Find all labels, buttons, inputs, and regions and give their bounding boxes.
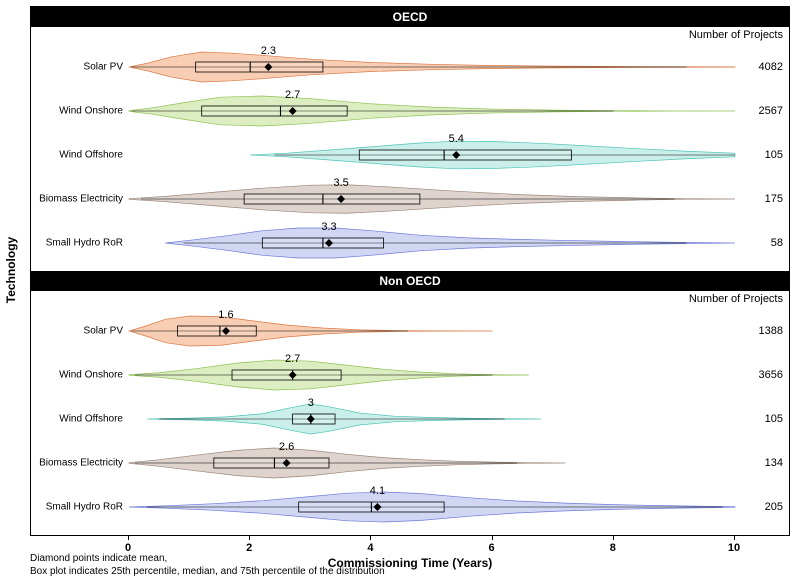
ytick-label: Biomass Electricity xyxy=(31,458,123,469)
mean-label: 2.7 xyxy=(285,353,300,365)
panel-header: OECD xyxy=(31,7,789,27)
mean-label: 3 xyxy=(308,397,314,409)
row-biomass xyxy=(129,185,735,214)
mean-label: 2.3 xyxy=(261,45,276,57)
count-label: 175 xyxy=(765,193,783,205)
row-small_hydro xyxy=(129,492,735,522)
box xyxy=(232,370,341,380)
count-label: 205 xyxy=(765,501,783,513)
mean-label: 4.1 xyxy=(370,485,385,497)
row-solar_pv xyxy=(129,316,493,346)
chart-caption: Diamond points indicate mean,Box plot in… xyxy=(30,553,385,578)
count-label: 3656 xyxy=(759,369,783,381)
panel: OECDNumber of ProjectsSolar PV40822.3Win… xyxy=(31,7,789,271)
x-tick xyxy=(613,535,614,540)
ytick-label: Solar PV xyxy=(31,62,123,73)
y-axis-line xyxy=(129,291,130,535)
count-label: 4082 xyxy=(759,61,783,73)
x-tick xyxy=(370,535,371,540)
x-tick-label: 10 xyxy=(728,542,740,554)
plot-area: Number of ProjectsSolar PV13881.6Wind On… xyxy=(31,291,789,535)
row-biomass xyxy=(129,448,565,478)
box xyxy=(359,150,571,160)
count-label: 1388 xyxy=(759,325,783,337)
box xyxy=(214,458,329,468)
count-label: 134 xyxy=(765,457,783,469)
count-label: 58 xyxy=(771,237,783,249)
mean-label: 5.4 xyxy=(449,133,464,145)
ytick-label: Wind Offshore xyxy=(31,150,123,161)
ytick-label: Wind Onshore xyxy=(31,370,123,381)
row-solar_pv xyxy=(129,52,735,82)
x-tick xyxy=(249,535,250,540)
row-wind_offshore xyxy=(147,404,541,434)
x-tick-label: 8 xyxy=(610,542,616,554)
ytick-label: Biomass Electricity xyxy=(31,194,123,205)
mean-label: 2.7 xyxy=(285,89,300,101)
ytick-label: Small Hydro RoR xyxy=(31,502,123,513)
mean-label: 3.5 xyxy=(333,177,348,189)
row-wind_onshore xyxy=(129,360,529,390)
ytick-label: Small Hydro RoR xyxy=(31,238,123,249)
box xyxy=(244,194,420,204)
mean-label: 1.6 xyxy=(218,309,233,321)
count-label: 105 xyxy=(765,149,783,161)
panel: Non OECDNumber of ProjectsSolar PV13881.… xyxy=(31,271,789,535)
mean-label: 2.6 xyxy=(279,441,294,453)
count-label: 105 xyxy=(765,413,783,425)
mean-label: 3.3 xyxy=(321,221,336,233)
plot-svg xyxy=(31,291,791,535)
x-tick-label: 6 xyxy=(489,542,495,554)
plot-svg xyxy=(31,27,791,271)
panel-header: Non OECD xyxy=(31,271,789,291)
x-tick xyxy=(734,535,735,540)
ytick-label: Wind Onshore xyxy=(31,106,123,117)
row-wind_offshore xyxy=(250,141,735,169)
row-small_hydro xyxy=(165,228,735,258)
box xyxy=(196,62,323,72)
count-label: 2567 xyxy=(759,105,783,117)
box xyxy=(177,326,256,336)
y-axis-label: Technology xyxy=(4,237,18,303)
panels-container: OECDNumber of ProjectsSolar PV40822.3Win… xyxy=(30,6,790,536)
box xyxy=(202,106,347,116)
row-wind_onshore xyxy=(129,96,735,126)
y-axis-line xyxy=(129,27,130,271)
x-tick xyxy=(492,535,493,540)
ytick-label: Wind Offshore xyxy=(31,414,123,425)
plot-area: Number of ProjectsSolar PV40822.3Wind On… xyxy=(31,27,789,271)
chart-root: Technology OECDNumber of ProjectsSolar P… xyxy=(0,0,800,580)
ytick-label: Solar PV xyxy=(31,326,123,337)
x-tick xyxy=(128,535,129,540)
